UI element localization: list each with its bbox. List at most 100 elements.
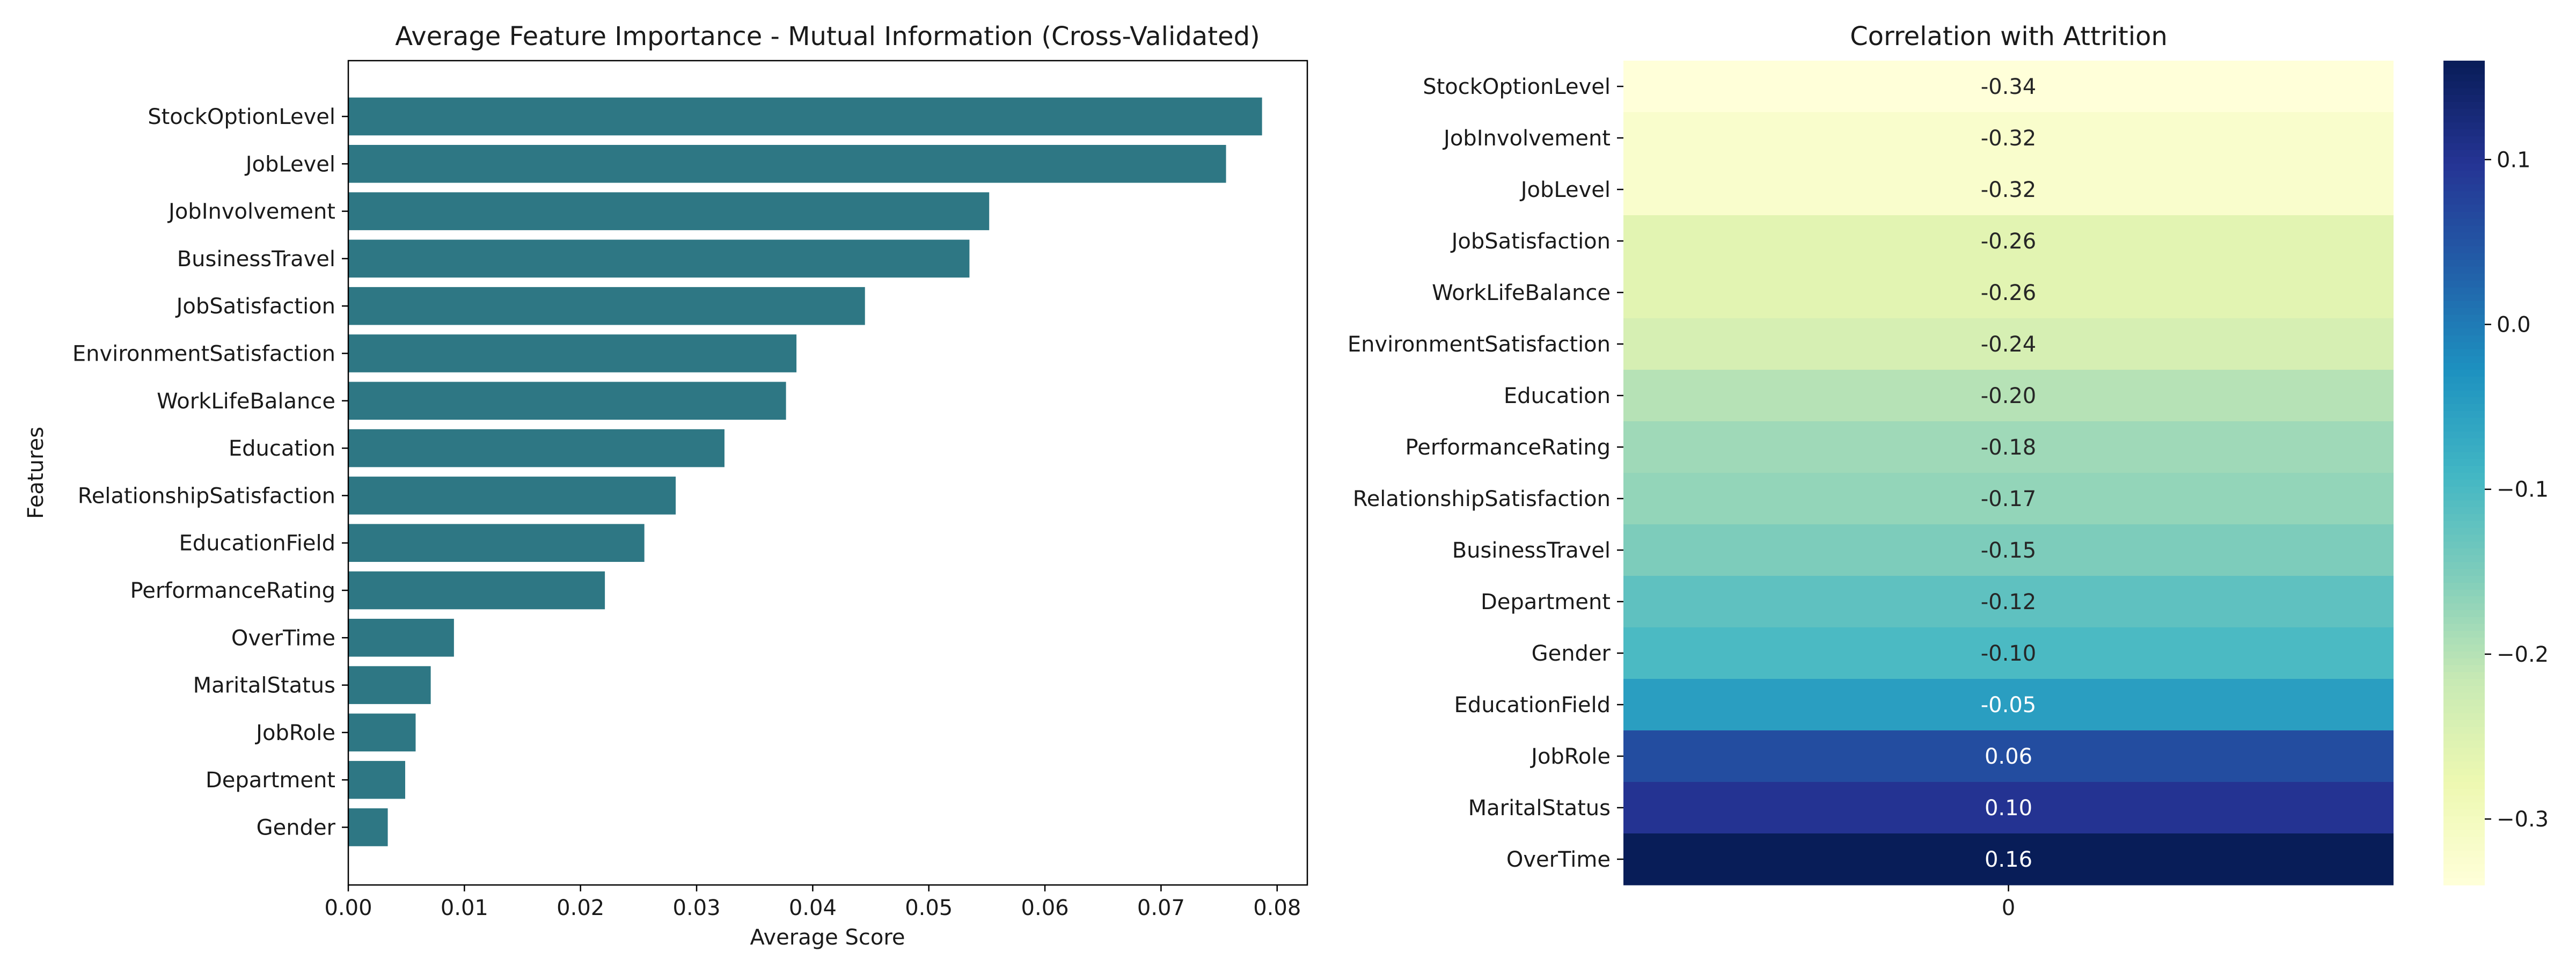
y-tick-label: Education bbox=[1504, 384, 1611, 408]
colorbar-segment bbox=[2443, 81, 2485, 89]
colorbar-segment bbox=[2443, 823, 2485, 831]
bar bbox=[348, 239, 970, 278]
bar-y-axis-label: Features bbox=[24, 427, 48, 519]
heatmap-cell-value: -0.26 bbox=[1981, 281, 2037, 305]
colorbar-segment bbox=[2443, 390, 2485, 398]
bar bbox=[348, 334, 797, 372]
heatmap-cell bbox=[1623, 782, 2394, 834]
y-tick-label: WorkLifeBalance bbox=[157, 389, 335, 414]
y-tick-label: JobInvolvement bbox=[1442, 126, 1611, 151]
colorbar-segment bbox=[2443, 211, 2485, 219]
y-tick-label: WorkLifeBalance bbox=[1432, 281, 1611, 305]
colorbar-segment bbox=[2443, 706, 2485, 714]
colorbar-segment bbox=[2443, 830, 2485, 838]
colorbar-segment bbox=[2443, 582, 2485, 590]
colorbar-segment bbox=[2443, 308, 2485, 316]
heatmap-cell-value: 0.06 bbox=[1985, 744, 2032, 769]
colorbar-segment bbox=[2443, 548, 2485, 556]
heatmap-cell-value: -0.15 bbox=[1981, 538, 2037, 563]
y-tick-label: EducationField bbox=[179, 531, 335, 556]
colorbar-segment bbox=[2443, 459, 2485, 466]
y-tick-label: PerformanceRating bbox=[130, 579, 335, 603]
x-tick-label: 0.00 bbox=[324, 896, 372, 920]
colorbar-segment bbox=[2443, 555, 2485, 563]
colorbar-segment bbox=[2443, 74, 2485, 82]
colorbar-segment bbox=[2443, 425, 2485, 432]
colorbar-segment bbox=[2443, 108, 2485, 116]
bar bbox=[348, 524, 645, 562]
colorbar-segment bbox=[2443, 851, 2485, 858]
bar-plot-frame bbox=[347, 60, 1308, 886]
colorbar-segment bbox=[2443, 301, 2485, 309]
y-tick-label: BusinessTravel bbox=[1452, 538, 1611, 563]
colorbar-segment bbox=[2443, 816, 2485, 824]
colorbar-segment bbox=[2443, 101, 2485, 109]
y-tick-label: JobInvolvement bbox=[167, 200, 335, 224]
colorbar-segment bbox=[2443, 370, 2485, 377]
bar bbox=[348, 97, 1262, 136]
colorbar-segment bbox=[2443, 878, 2485, 885]
y-tick-label: JobLevel bbox=[1519, 178, 1611, 202]
x-tick-label: 0.07 bbox=[1137, 896, 1185, 920]
y-tick-label: Education bbox=[229, 436, 335, 461]
x-tick-label: 0.04 bbox=[789, 896, 837, 920]
colorbar-segment bbox=[2443, 720, 2485, 728]
colorbar-segment bbox=[2443, 864, 2485, 872]
heatmap-cell bbox=[1623, 112, 2394, 164]
heatmap-cell-value: -0.20 bbox=[1981, 384, 2037, 408]
colorbar-segment bbox=[2443, 177, 2485, 185]
colorbar-segment bbox=[2443, 837, 2485, 844]
colorbar-segment bbox=[2443, 335, 2485, 343]
colorbar-segment bbox=[2443, 685, 2485, 693]
colorbar-segment bbox=[2443, 61, 2485, 68]
colorbar-segment bbox=[2443, 164, 2485, 171]
colorbar-segment bbox=[2443, 115, 2485, 123]
heatmap-cell-value: -0.10 bbox=[1981, 641, 2037, 666]
colorbar-segment bbox=[2443, 782, 2485, 789]
heatmap-cells: -0.34 -0.32 -0.32 -0.26 -0.26 -0.24 -0.20 -0.18… bbox=[1623, 61, 2394, 885]
colorbar-tick-label: 0.1 bbox=[2497, 148, 2531, 172]
y-tick-label: Gender bbox=[257, 816, 336, 840]
colorbar-segment bbox=[2443, 287, 2485, 295]
colorbar-segment bbox=[2443, 631, 2485, 638]
colorbar-segment bbox=[2443, 349, 2485, 357]
heatmap-cell-value: -0.18 bbox=[1981, 435, 2037, 460]
heatmap-cell bbox=[1623, 679, 2394, 731]
colorbar-segment bbox=[2443, 314, 2485, 323]
y-tick-label: StockOptionLevel bbox=[148, 105, 335, 129]
colorbar-segment bbox=[2443, 535, 2485, 542]
colorbar-segment bbox=[2443, 514, 2485, 522]
bar bbox=[348, 477, 676, 515]
colorbar-segment bbox=[2443, 95, 2485, 103]
x-tick-label: 0.06 bbox=[1021, 896, 1069, 920]
colorbar-segment bbox=[2443, 754, 2485, 762]
heatmap-title: Correlation with Attrition bbox=[1850, 21, 2168, 52]
y-tick-label: EnvironmentSatisfaction bbox=[72, 342, 335, 367]
colorbar-segment bbox=[2443, 280, 2485, 288]
colorbar-segment bbox=[2443, 411, 2485, 419]
heatmap-cell bbox=[1623, 61, 2394, 113]
colorbar-segment bbox=[2443, 788, 2485, 796]
y-tick-label: MaritalStatus bbox=[193, 674, 335, 698]
colorbar-segment bbox=[2443, 844, 2485, 851]
heatmap-cell-value: -0.05 bbox=[1981, 693, 2037, 718]
y-tick-label: RelationshipSatisfaction bbox=[78, 484, 335, 508]
heatmap-cell-value: 0.10 bbox=[1985, 796, 2032, 821]
colorbar-segment bbox=[2443, 356, 2485, 363]
colorbar-segment bbox=[2443, 260, 2485, 267]
heatmap-cell bbox=[1623, 576, 2394, 628]
x-tick-label: 0 bbox=[2002, 896, 2015, 920]
colorbar-segment bbox=[2443, 493, 2485, 501]
colorbar-segment bbox=[2443, 679, 2485, 686]
heatmap-cell bbox=[1623, 833, 2394, 885]
colorbar-tick-label: −0.2 bbox=[2497, 642, 2549, 667]
colorbar-segment bbox=[2443, 699, 2485, 707]
colorbar-segment bbox=[2443, 569, 2485, 576]
colorbar-segment bbox=[2443, 521, 2485, 529]
y-tick-label: JobRole bbox=[1529, 744, 1611, 769]
colorbar-segment bbox=[2443, 809, 2485, 817]
colorbar-segment bbox=[2443, 218, 2485, 226]
colorbar-segment bbox=[2443, 802, 2485, 810]
y-tick-label: RelationshipSatisfaction bbox=[1353, 487, 1611, 511]
heatmap-cell bbox=[1623, 267, 2394, 319]
